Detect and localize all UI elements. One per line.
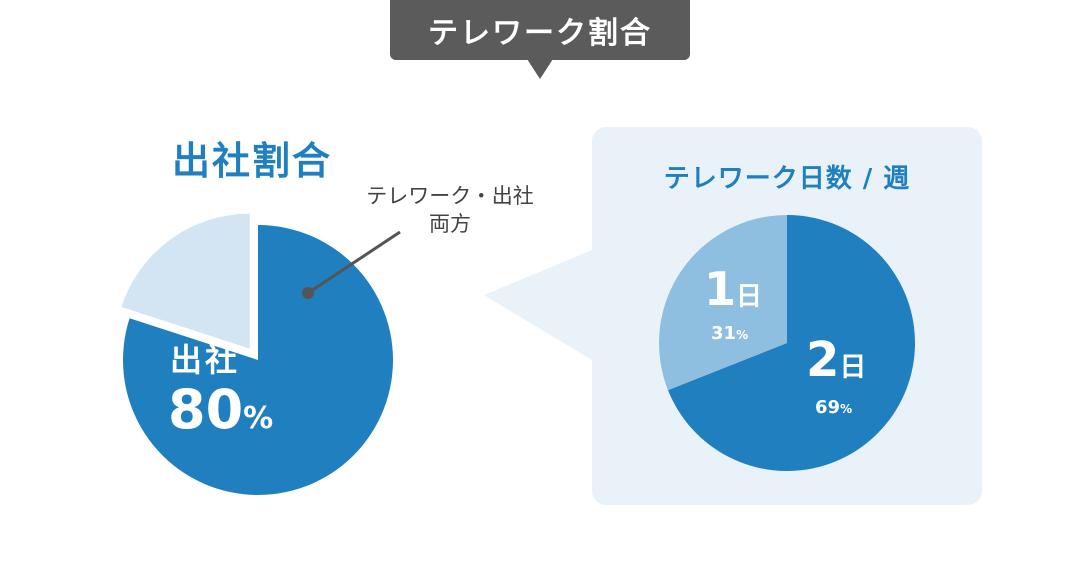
zoom-connector-wedge bbox=[484, 250, 592, 360]
telework-days-pie bbox=[659, 215, 916, 471]
pie-slice-office bbox=[123, 224, 394, 495]
slice-label-2day-unit: 日 bbox=[839, 352, 867, 383]
slice-value-office-number: 80 bbox=[168, 378, 244, 441]
pie-slice-telework-both bbox=[121, 213, 250, 349]
header-pointer-triangle bbox=[527, 59, 553, 79]
slice-label-2day-number: 2 bbox=[806, 332, 840, 388]
header-title: テレワーク割合 bbox=[428, 16, 652, 51]
header-title-badge: テレワーク割合 bbox=[390, 0, 690, 60]
slice-value-2day-unit: % bbox=[840, 402, 853, 416]
callout-leader-dot bbox=[302, 287, 314, 299]
callout-leader-line bbox=[307, 230, 401, 295]
slice-label-1day-unit: 日 bbox=[736, 282, 763, 312]
callout-label-telework-both: テレワーク・出社 両方 bbox=[360, 182, 540, 238]
pie-slice-1day bbox=[659, 215, 787, 391]
office-ratio-pie bbox=[121, 213, 394, 495]
callout-label-line1: テレワーク・出社 bbox=[366, 184, 534, 208]
slice-label-1day-number: 1 bbox=[704, 262, 737, 316]
slice-label-2day: 2日 bbox=[806, 332, 866, 388]
telework-days-title: テレワーク日数 / 週 bbox=[663, 164, 911, 194]
callout-label-line2: 両方 bbox=[429, 212, 471, 236]
slice-value-1day: 31% bbox=[711, 323, 748, 344]
slice-label-1day: 1日 bbox=[704, 262, 762, 316]
office-ratio-title: 出社割合 bbox=[172, 139, 333, 183]
slice-label-office: 出社 bbox=[170, 341, 241, 379]
slice-value-1day-unit: % bbox=[736, 328, 749, 342]
slice-value-1day-number: 31 bbox=[711, 323, 737, 344]
slice-value-2day-number: 69 bbox=[815, 397, 841, 418]
slice-value-office: 80% bbox=[168, 378, 273, 441]
pie-slice-2day bbox=[667, 215, 916, 471]
slice-value-2day: 69% bbox=[815, 397, 852, 418]
slice-value-office-unit: % bbox=[243, 401, 274, 436]
